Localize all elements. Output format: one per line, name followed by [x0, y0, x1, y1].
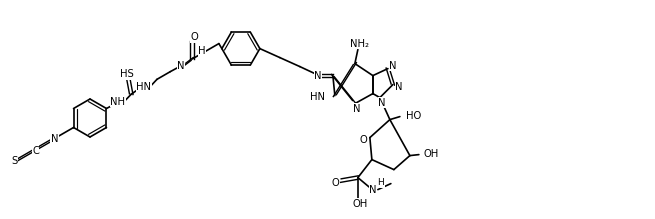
Text: HS: HS [121, 69, 134, 79]
Text: OH: OH [424, 149, 439, 159]
Text: N: N [314, 71, 322, 81]
Text: NH: NH [111, 97, 125, 107]
Text: N: N [369, 185, 377, 195]
Text: C: C [32, 145, 39, 155]
Text: N: N [389, 61, 397, 71]
Text: HN: HN [310, 92, 325, 102]
Text: N: N [177, 61, 185, 71]
Text: OH: OH [352, 199, 367, 209]
Text: HN: HN [136, 82, 151, 92]
Text: HO: HO [406, 111, 421, 121]
Text: N: N [395, 82, 403, 92]
Text: N: N [353, 104, 361, 114]
Text: O: O [191, 32, 198, 42]
Text: H: H [198, 46, 206, 56]
Text: O: O [360, 135, 367, 145]
Text: S: S [11, 155, 18, 166]
Text: N: N [378, 98, 386, 108]
Text: O: O [332, 178, 340, 188]
Text: NH₂: NH₂ [350, 39, 369, 49]
Text: N: N [50, 134, 58, 145]
Text: H: H [377, 178, 384, 187]
